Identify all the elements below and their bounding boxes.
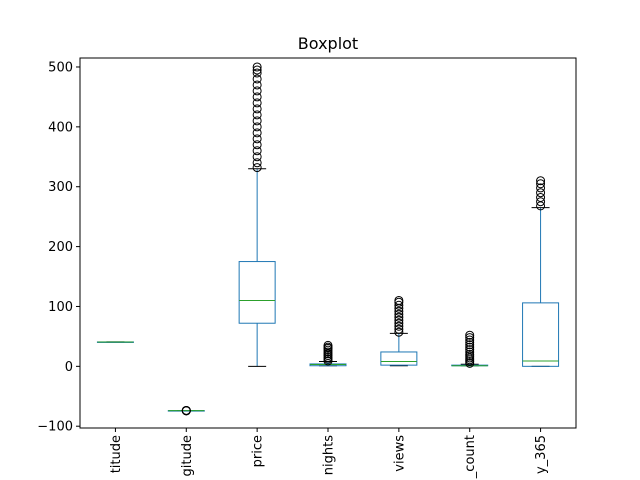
box-group-2 <box>238 62 276 367</box>
flier-point <box>252 122 262 132</box>
flier-point <box>536 183 546 193</box>
x-tick-label: y_365 <box>534 435 549 474</box>
flier-point <box>394 312 404 322</box>
flier-point <box>394 318 404 328</box>
plot-area <box>96 62 560 416</box>
flier-point <box>252 74 262 84</box>
flier-point <box>465 347 475 357</box>
box-group-6 <box>522 176 560 367</box>
flier-point <box>252 98 262 108</box>
x-tick-label: gitude <box>180 435 195 476</box>
flier-point <box>536 176 546 186</box>
x-tick-label: views <box>392 435 407 472</box>
flier-point <box>252 80 262 90</box>
flier-point <box>252 140 262 150</box>
flier-point <box>252 163 262 173</box>
flier-point <box>536 197 546 207</box>
y-tick-label: 400 <box>48 120 73 135</box>
flier-point <box>252 62 262 72</box>
flier-point <box>465 335 475 345</box>
flier-point <box>394 300 404 310</box>
chart-title: Boxplot <box>298 34 358 53</box>
y-tick-label: −100 <box>37 420 73 435</box>
flier-point <box>252 86 262 96</box>
axes-frame <box>79 57 577 429</box>
flier-point <box>323 340 333 350</box>
flier-point <box>181 406 191 416</box>
box-group-0 <box>96 341 134 343</box>
flier-point <box>536 179 546 189</box>
flier-point <box>394 327 404 337</box>
flier-point <box>465 342 475 352</box>
y-tick-label: 200 <box>48 240 73 255</box>
box-group-4 <box>380 295 418 367</box>
flier-point <box>536 192 546 202</box>
flier-point <box>536 188 546 198</box>
y-tick-label: 300 <box>48 180 73 195</box>
box <box>238 261 276 324</box>
box <box>380 351 418 366</box>
flier-point <box>252 110 262 120</box>
flier-point <box>394 306 404 316</box>
flier-point <box>465 333 475 343</box>
flier-point <box>465 330 475 340</box>
x-tick-label: price <box>251 435 266 467</box>
flier-point <box>252 134 262 144</box>
box-group-1 <box>167 405 205 416</box>
x-tick-label: nights <box>322 435 337 475</box>
flier-point <box>394 321 404 331</box>
flier-point <box>252 158 262 168</box>
flier-point <box>394 315 404 325</box>
flier-point <box>252 116 262 126</box>
flier-point <box>394 324 404 334</box>
flier-point <box>465 337 475 347</box>
y-tick-label: 0 <box>65 360 73 375</box>
flier-point <box>252 65 262 75</box>
box-group-5 <box>451 330 489 368</box>
y-tick-label: 100 <box>48 300 73 315</box>
flier-point <box>465 345 475 355</box>
flier-point <box>252 152 262 162</box>
flier-point <box>252 68 262 78</box>
flier-point <box>252 104 262 114</box>
flier-point <box>465 340 475 350</box>
y-tick-label: 500 <box>48 60 73 75</box>
axes: −100 0 100 200 300 400 500 titude gitude price nig… <box>37 60 549 479</box>
flier-point <box>252 146 262 156</box>
flier-point <box>394 309 404 319</box>
flier-point <box>252 128 262 138</box>
flier-point <box>465 349 475 359</box>
box <box>522 302 560 367</box>
flier-point <box>394 295 404 305</box>
x-tick-label: _count <box>463 435 478 479</box>
flier-point <box>252 92 262 102</box>
box-group-3 <box>309 340 347 367</box>
x-tick-label: titude <box>109 435 124 473</box>
